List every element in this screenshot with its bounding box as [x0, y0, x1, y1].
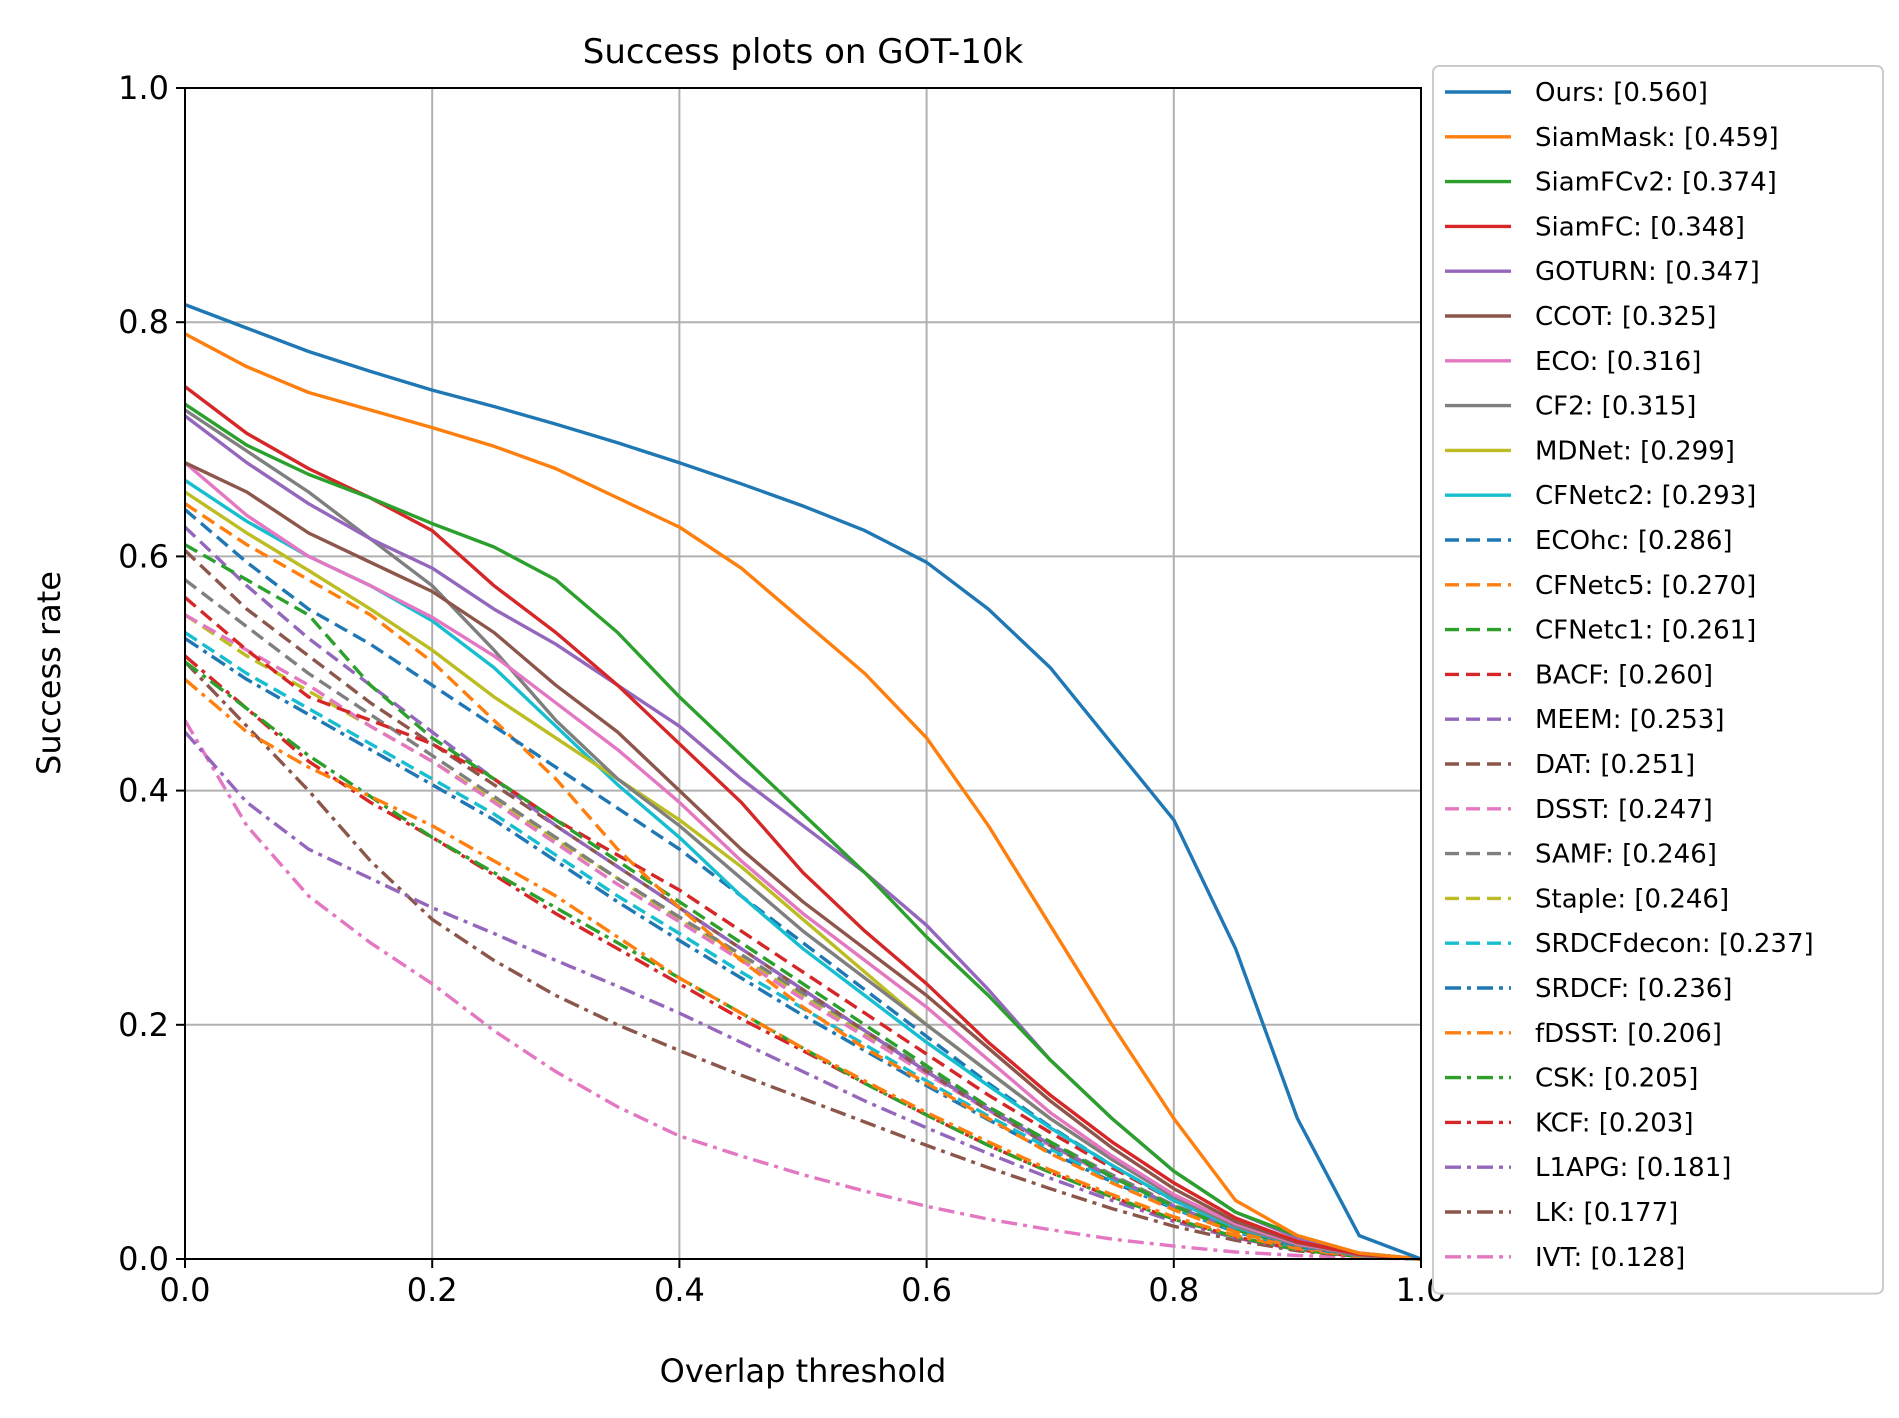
series-line-lk [183, 660, 1422, 1261]
series-line-kcf [183, 654, 1422, 1261]
legend-entry: SiamFC: [0.348] [1535, 212, 1745, 242]
legend-entry: CCOT: [0.325] [1535, 302, 1717, 332]
series-line-ours [184, 303, 1422, 1261]
x-tick-label: 0.8 [1148, 1271, 1199, 1309]
series-line-cf2 [184, 408, 1422, 1261]
series-line-dat [183, 549, 1422, 1261]
legend: Ours: [0.560] SiamMask: [0.459] SiamFCv2: … [1432, 65, 1884, 1295]
legend-entry: SiamMask: [0.459] [1535, 123, 1779, 153]
legend-entry: ECO: [0.316] [1535, 347, 1701, 377]
legend-entry: SiamFCv2: [0.374] [1535, 168, 1777, 198]
axis-ticks: 0.0 0.2 0.4 0.6 0.8 1.00.00.20.40.60.81.0 [118, 69, 1446, 1309]
legend-entry: CSK: [0.205] [1535, 1064, 1698, 1094]
legend-entry: DSST: [0.247] [1535, 795, 1713, 825]
y-tick-label: 0.8 [118, 303, 169, 341]
series-line-cfnetc1 [184, 543, 1422, 1261]
legend-entry: KCF: [0.203] [1535, 1108, 1693, 1138]
series-line-meem [183, 525, 1422, 1261]
legend-entry: Staple: [0.246] [1535, 884, 1729, 914]
series-line-siammask [184, 332, 1422, 1261]
y-tick-label: 1.0 [118, 69, 169, 107]
series-line-csk [183, 660, 1422, 1261]
x-tick-label: 0.2 [407, 1271, 458, 1309]
legend-box [1432, 65, 1884, 1295]
legend-entry: CF2: [0.315] [1535, 392, 1696, 422]
series-line-ccot [184, 461, 1422, 1261]
x-tick-label: 0.6 [901, 1271, 952, 1309]
series-line-siamfcv2 [184, 402, 1422, 1261]
legend-entry: CFNetc1: [0.261] [1535, 616, 1756, 646]
series-line-siamfc [183, 385, 1422, 1261]
x-axis-label: Overlap threshold [660, 1352, 947, 1390]
legend-entry: MEEM: [0.253] [1535, 705, 1724, 735]
legend-entry: LK: [0.177] [1535, 1198, 1678, 1228]
legend-entry: ECOhc: [0.286] [1535, 526, 1733, 556]
legend-entry: CFNetc5: [0.270] [1535, 571, 1756, 601]
plot-frame [184, 87, 1422, 1260]
y-tick-label: 0.4 [118, 772, 169, 810]
legend-entry: GOTURN: [0.347] [1535, 257, 1760, 287]
series-line-eco [183, 461, 1422, 1261]
legend-entry: Ours: [0.560] [1535, 78, 1708, 108]
x-tick-label: 0.0 [160, 1271, 211, 1309]
y-tick-label: 0.0 [118, 1240, 169, 1278]
legend-entry: SRDCF: [0.236] [1535, 974, 1732, 1004]
legend-entry: BACF: [0.260] [1535, 660, 1713, 690]
legend-entry: fDSST: [0.206] [1535, 1019, 1722, 1049]
y-axis-label: Success rate [30, 571, 68, 775]
legend-entry: SRDCFdecon: [0.237] [1535, 929, 1814, 959]
chart-title: Success plots on GOT-10k [583, 32, 1024, 72]
x-tick-label: 0.4 [654, 1271, 705, 1309]
legend-entry: CFNetc2: [0.293] [1535, 481, 1756, 511]
y-tick-label: 0.6 [118, 537, 169, 575]
y-tick-label: 0.2 [118, 1006, 169, 1044]
grid-lines [184, 87, 1422, 1260]
plot-area [183, 303, 1422, 1261]
series-line-cfnetc5 [184, 502, 1422, 1261]
legend-entry: IVT: [0.128] [1535, 1243, 1685, 1273]
series-line-samf [183, 578, 1422, 1261]
legend-entry: SAMF: [0.246] [1535, 840, 1717, 870]
series-line-ivt [183, 719, 1422, 1261]
legend-entry: L1APG: [0.181] [1535, 1153, 1731, 1183]
legend-entry: DAT: [0.251] [1535, 750, 1695, 780]
legend-entry: MDNet: [0.299] [1535, 436, 1735, 466]
